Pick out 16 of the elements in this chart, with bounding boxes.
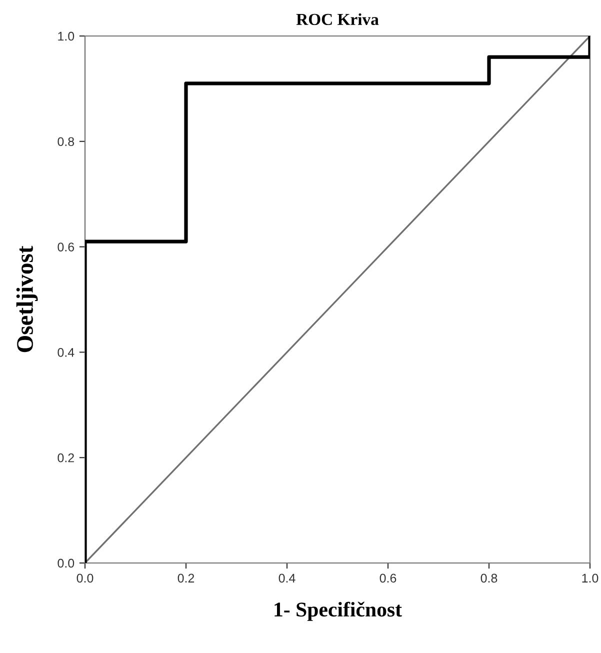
line-series xyxy=(85,36,590,563)
x-tick-label: 0.6 xyxy=(380,574,396,583)
y-axis-title: Osetljivost xyxy=(16,246,38,352)
x-axis-title: 1- Specifičnost xyxy=(274,602,402,621)
y-tick-label: 0.4 xyxy=(58,348,74,357)
y-tick-label: 1.0 xyxy=(58,32,74,41)
x-tick-label: 0.4 xyxy=(278,574,296,583)
x-tick-label: 0.8 xyxy=(480,574,498,583)
x-tick-label: 0.2 xyxy=(178,574,194,583)
y-tick-label: 0.0 xyxy=(58,558,74,568)
x-tick-label: 1.0 xyxy=(582,574,598,583)
y-tick-label: 0.8 xyxy=(58,137,74,146)
y-tick-label: 0.2 xyxy=(58,453,74,462)
y-tick-label: 0.6 xyxy=(58,242,74,252)
chart-title: ROC Kriva xyxy=(296,13,379,26)
x-tick-label: 0.0 xyxy=(76,574,94,583)
